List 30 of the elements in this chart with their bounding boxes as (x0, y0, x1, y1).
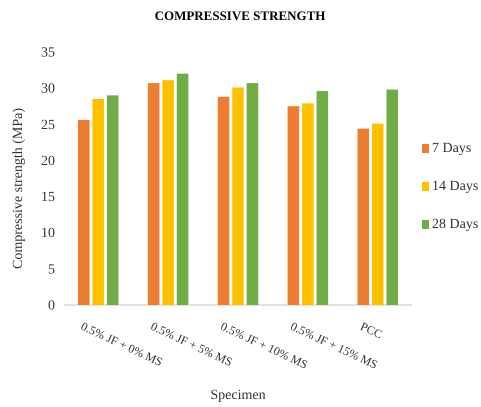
legend-label: 14 Days (432, 179, 478, 194)
bar (288, 106, 300, 305)
bar (386, 90, 398, 305)
bar (316, 91, 328, 305)
bar (78, 120, 90, 305)
bar (232, 87, 244, 305)
y-tick-label: 15 (41, 190, 55, 206)
legend-label: 28 Days (432, 217, 478, 232)
y-tick-label: 10 (41, 226, 55, 242)
bar (106, 95, 119, 305)
x-axis-title: Specimen (210, 388, 266, 403)
bar (218, 96, 230, 305)
y-tick-label: 25 (41, 118, 55, 133)
bar (357, 128, 370, 305)
bar (162, 80, 174, 305)
y-tick-label: 0 (48, 298, 55, 314)
legend-label: 7 Days (432, 141, 472, 156)
chart-title: COMPRESSIVE STRENGTH (154, 8, 326, 23)
bar (302, 103, 314, 305)
y-tick-label: 30 (41, 82, 55, 97)
bar (372, 124, 384, 305)
bar (176, 74, 188, 305)
y-tick-label: 20 (41, 154, 55, 169)
y-tick-label: 5 (48, 262, 55, 278)
y-axis-title: Compressive strength (MPa) (11, 108, 26, 269)
y-tick-label: 35 (41, 45, 55, 60)
bar (148, 83, 160, 305)
bar (246, 83, 258, 305)
bar (92, 98, 104, 305)
x-tick-label: PCC (358, 319, 385, 342)
